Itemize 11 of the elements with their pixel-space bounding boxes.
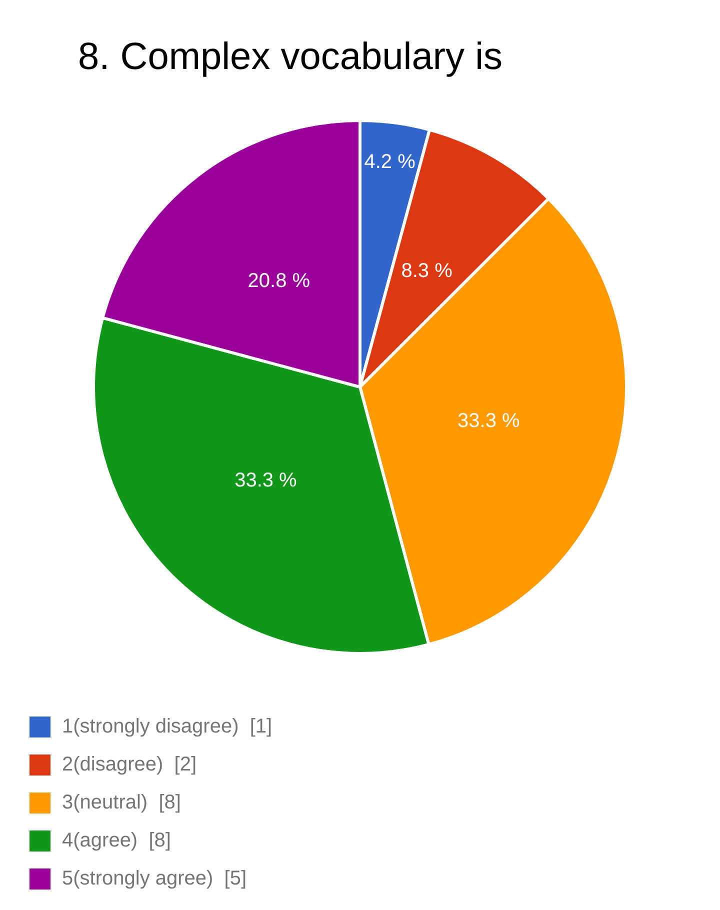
data-label: 33.3 % bbox=[234, 470, 298, 492]
legend-label: 4(agree) [8] bbox=[62, 830, 171, 852]
legend-label: 3(neutral) [8] bbox=[62, 792, 181, 814]
legend-label: 2(disagree) [2] bbox=[62, 754, 197, 776]
chart-title: 8. Complex vocabulary is bbox=[78, 36, 503, 79]
legend-label: 5(strongly agree) [5] bbox=[62, 868, 247, 890]
data-label: 8.3 % bbox=[401, 260, 453, 282]
data-label: 4.2 % bbox=[364, 150, 416, 173]
data-label: 20.8 % bbox=[248, 270, 310, 292]
data-label: 33.3 % bbox=[458, 410, 520, 432]
legend-label: 1(strongly disagree) [1] bbox=[62, 716, 272, 738]
